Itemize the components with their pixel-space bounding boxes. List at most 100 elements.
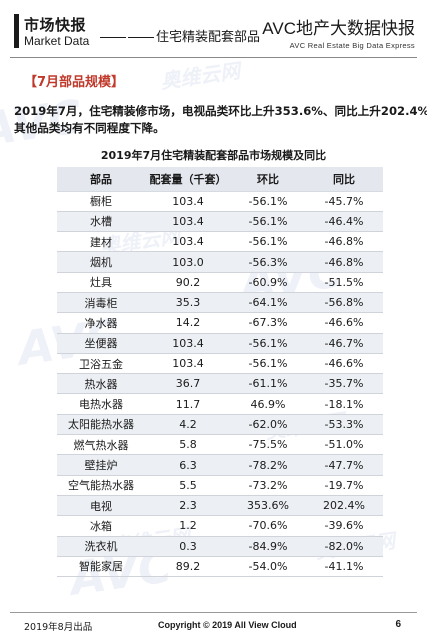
cell-mom: -56.1% [231, 353, 305, 375]
table-title: 2019年7月住宅精装配套部品市场规模及同比 [100, 149, 327, 162]
cell-volume: 14.2 [145, 312, 231, 334]
table-row: 卫浴五金 103.4 -56.1% -46.6% [57, 353, 383, 375]
market-table: 部品 配套量（千套） 环比 同比 橱柜 103.4 -56.1% -45.7% 水槽 10… [57, 167, 383, 578]
cell-product: 电热水器 [57, 393, 145, 415]
cell-yoy: -46.8% [305, 231, 383, 253]
cell-volume: 4.2 [145, 414, 231, 436]
cell-product: 烟机 [57, 251, 145, 273]
cell-volume: 5.8 [145, 434, 231, 456]
cell-volume: 0.3 [145, 536, 231, 557]
cell-product: 太阳能热水器 [57, 414, 145, 436]
cell-yoy: -46.4% [305, 211, 383, 233]
brand-block: AVC地产大数据快报 AVC Real Estate Big Data Expr… [262, 14, 415, 50]
table-row: 净水器 14.2 -67.3% -46.6% [57, 312, 383, 334]
cell-yoy: -19.7% [305, 475, 383, 496]
table-row: 燃气热水器 5.8 -75.5% -51.0% [57, 434, 383, 456]
cell-volume: 103.4 [145, 231, 231, 253]
cell-product: 智能家居 [57, 556, 145, 578]
cell-volume: 103.4 [145, 211, 231, 233]
cell-volume: 103.4 [145, 333, 231, 354]
cell-mom: -67.3% [231, 312, 305, 334]
cell-product: 灶具 [57, 272, 145, 293]
cell-mom: 46.9% [231, 393, 305, 415]
cell-volume: 6.3 [145, 454, 231, 476]
cell-volume: 35.3 [145, 292, 231, 314]
header-accent-bar [14, 14, 19, 48]
cell-product: 建材 [57, 231, 145, 253]
page-number: 6 [395, 619, 401, 630]
cell-product: 橱柜 [57, 191, 145, 212]
cell-mom: -78.2% [231, 454, 305, 476]
header-title-cn: 市场快报 [24, 16, 87, 34]
cell-product: 电视 [57, 495, 145, 517]
table-row: 消毒柜 35.3 -64.1% -56.8% [57, 292, 383, 314]
header-divider [10, 57, 417, 58]
header-title-en: Market Data [24, 34, 90, 48]
table-row: 空气能热水器 5.5 -73.2% -19.7% [57, 475, 383, 496]
cell-yoy: -46.7% [305, 333, 383, 354]
table-row: 洗衣机 0.3 -84.9% -82.0% [57, 536, 383, 557]
cell-mom: -56.1% [231, 211, 305, 233]
cell-mom: -56.1% [231, 231, 305, 253]
table-row: 智能家居 89.2 -54.0% -41.1% [57, 556, 383, 578]
col-header-product: 部品 [57, 167, 145, 192]
cell-product: 卫浴五金 [57, 353, 145, 375]
table-row: 橱柜 103.4 -56.1% -45.7% [57, 191, 383, 212]
cell-yoy: -35.7% [305, 373, 383, 395]
brand-name-en: AVC Real Estate Big Data Express [289, 41, 415, 50]
cell-product: 燃气热水器 [57, 434, 145, 456]
cell-mom: -54.0% [231, 556, 305, 578]
page-header: 市场快报 Market Data 住宅精装配套部品 AVC地产大数据快报 AVC… [0, 0, 427, 70]
footer-copyright: Copyright © 2019 All View Cloud [158, 620, 297, 630]
cell-yoy: -41.1% [305, 556, 383, 578]
summary-text: 2019年7月，住宅精装修市场，电视品类环比上升353.6%、同比上升202.4… [14, 103, 427, 137]
cell-yoy: -47.7% [305, 454, 383, 476]
cell-volume: 90.2 [145, 272, 231, 293]
table-row: 壁挂炉 6.3 -78.2% -47.7% [57, 454, 383, 476]
table-row: 建材 103.4 -56.1% -46.8% [57, 231, 383, 253]
table-row: 坐便器 103.4 -56.1% -46.7% [57, 333, 383, 354]
table-row: 太阳能热水器 4.2 -62.0% -53.3% [57, 414, 383, 436]
cell-yoy: -51.0% [305, 434, 383, 456]
cell-mom: -61.1% [231, 373, 305, 395]
cell-mom: 353.6% [231, 495, 305, 517]
cell-product: 壁挂炉 [57, 454, 145, 476]
summary-line-1: 2019年7月，住宅精装修市场，电视品类环比上升353.6%、同比上升202.4… [14, 104, 427, 118]
table-row: 热水器 36.7 -61.1% -35.7% [57, 373, 383, 395]
cell-yoy: -46.8% [305, 251, 383, 273]
col-header-volume: 配套量（千套） [145, 167, 231, 192]
col-header-mom: 环比 [231, 167, 305, 192]
cell-yoy: 202.4% [305, 495, 383, 517]
cell-yoy: -18.1% [305, 393, 383, 415]
subtitle-dash [128, 37, 154, 38]
cell-product: 冰箱 [57, 515, 145, 537]
footer-date: 2019年8月出品 [24, 622, 93, 633]
table-row: 灶具 90.2 -60.9% -51.5% [57, 272, 383, 293]
cell-yoy: -82.0% [305, 536, 383, 557]
cell-product: 净水器 [57, 312, 145, 334]
table-header-row: 部品 配套量（千套） 环比 同比 [57, 167, 383, 192]
cell-yoy: -39.6% [305, 515, 383, 537]
cell-product: 坐便器 [57, 333, 145, 354]
cell-yoy: -45.7% [305, 191, 383, 212]
cell-yoy: -46.6% [305, 353, 383, 375]
table-row: 电视 2.3 353.6% 202.4% [57, 495, 383, 517]
cell-volume: 5.5 [145, 475, 231, 496]
cell-mom: -56.1% [231, 333, 305, 354]
cell-mom: -73.2% [231, 475, 305, 496]
cell-volume: 36.7 [145, 373, 231, 395]
cell-product: 消毒柜 [57, 292, 145, 314]
header-subtitle: 住宅精装配套部品 [100, 26, 260, 45]
section-tag: 【7月部品规模】 [24, 75, 125, 90]
cell-yoy: -53.3% [305, 414, 383, 436]
footer-divider [10, 612, 417, 613]
table-row: 水槽 103.4 -56.1% -46.4% [57, 211, 383, 233]
col-header-yoy: 同比 [305, 167, 383, 192]
cell-yoy: -51.5% [305, 272, 383, 293]
cell-volume: 103.4 [145, 191, 231, 212]
cell-volume: 103.0 [145, 251, 231, 273]
cell-mom: -62.0% [231, 414, 305, 436]
cell-volume: 1.2 [145, 515, 231, 537]
cell-yoy: -56.8% [305, 292, 383, 314]
cell-volume: 2.3 [145, 495, 231, 517]
